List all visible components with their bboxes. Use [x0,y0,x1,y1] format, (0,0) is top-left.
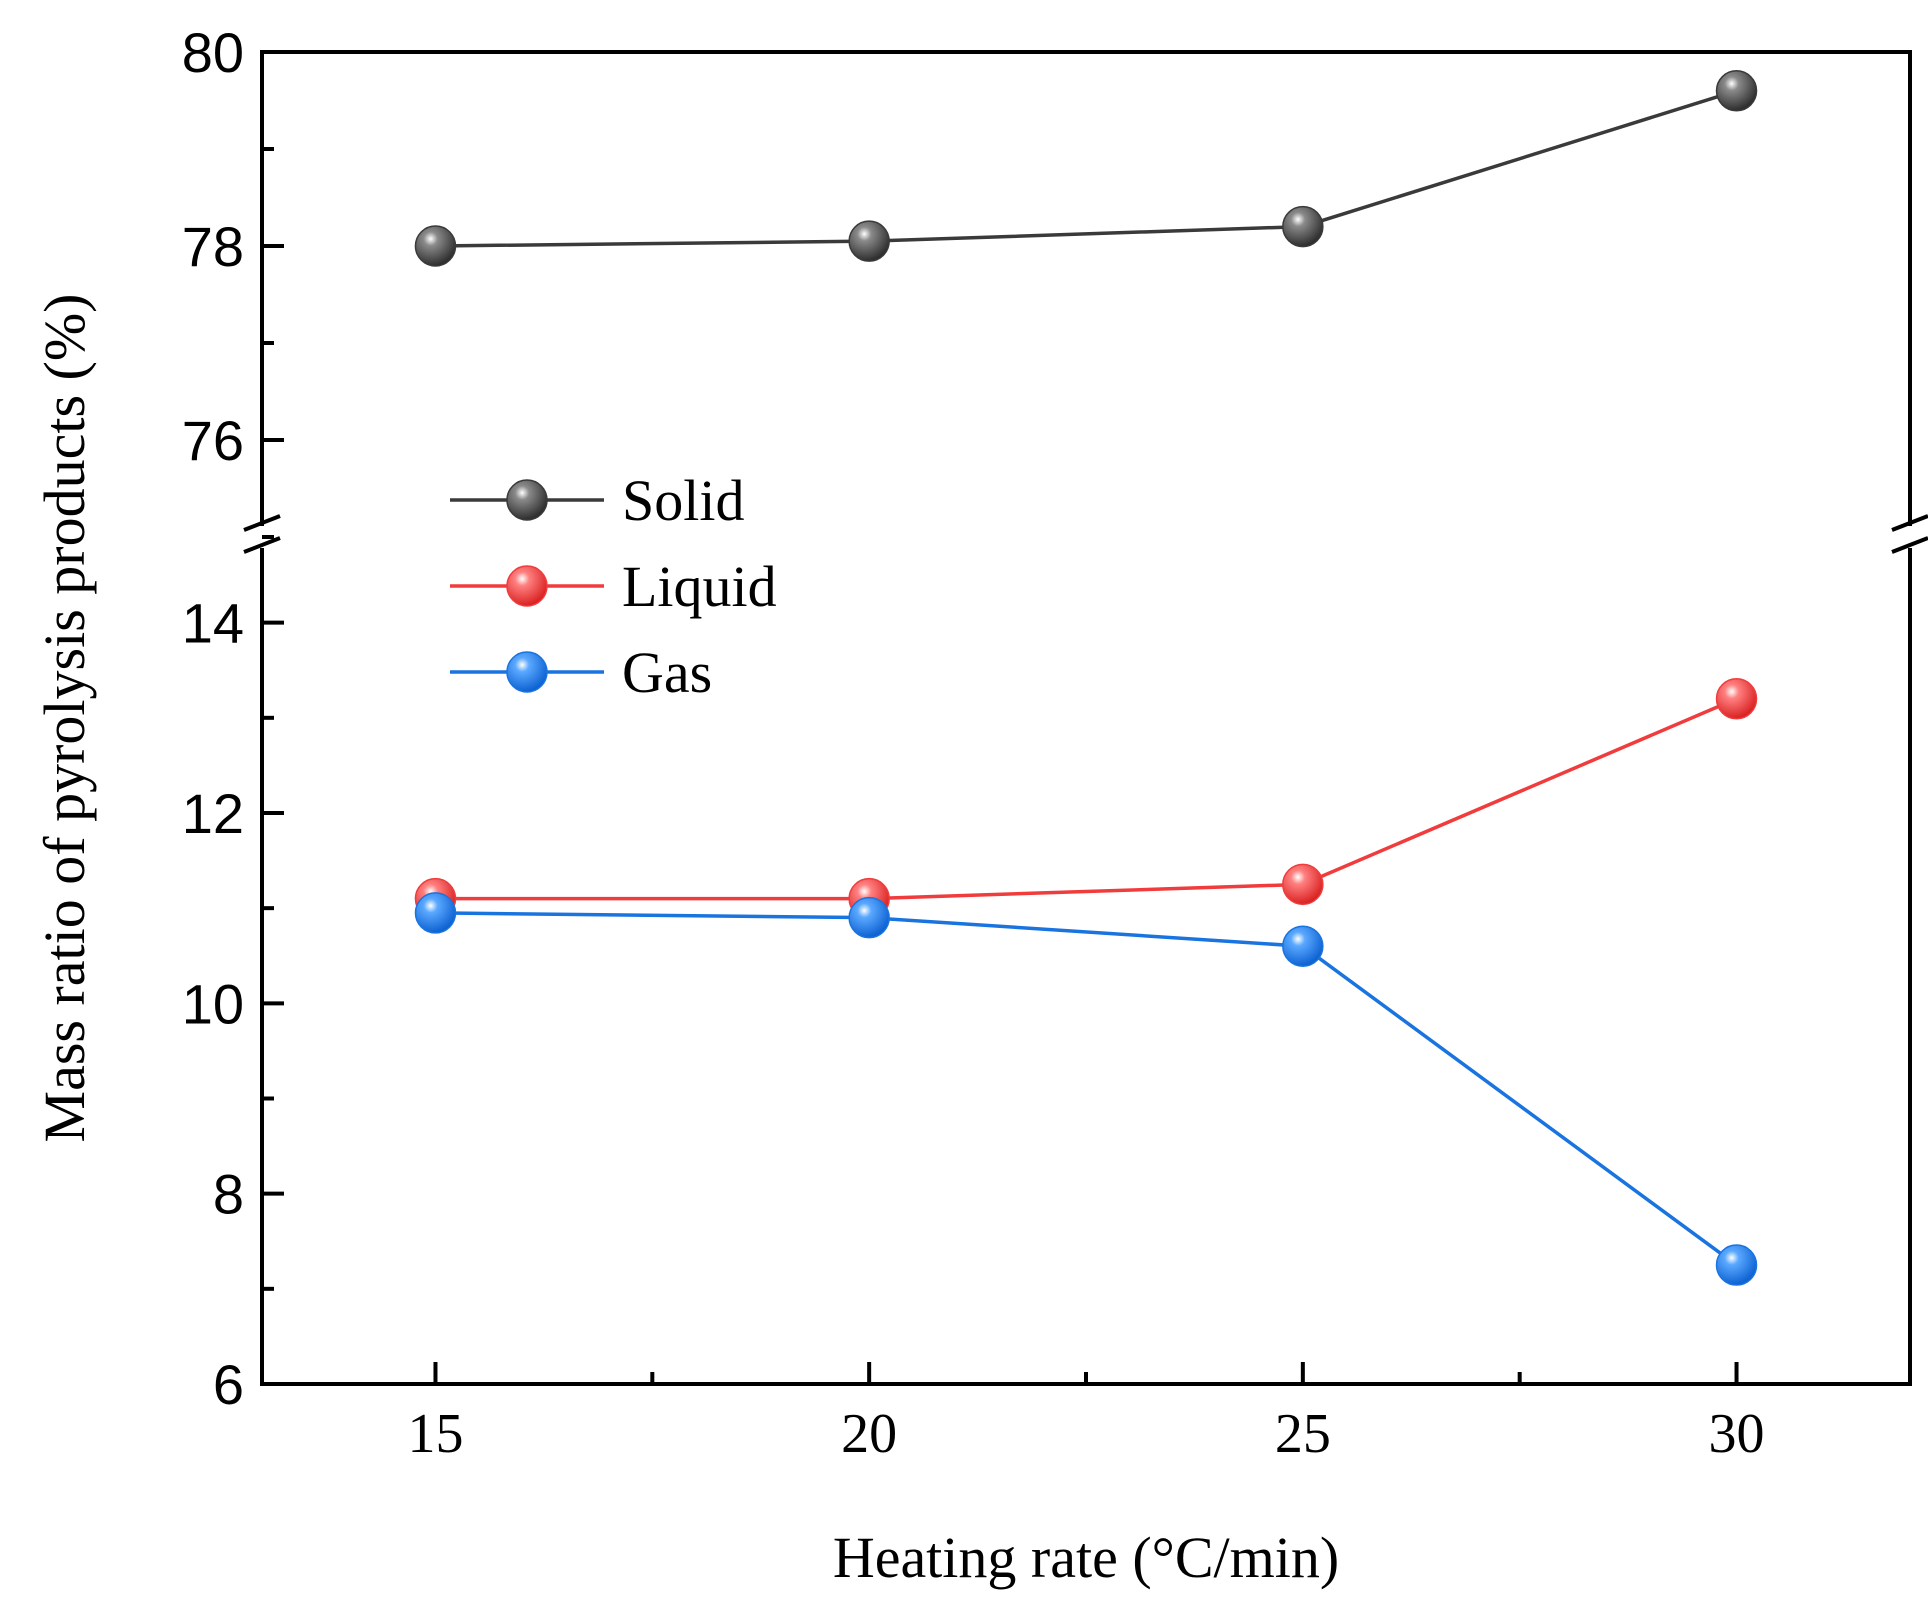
x-tick-label-20: 20 [841,1403,897,1465]
legend-label-solid: Solid [622,468,745,533]
data-point-solid-15 [414,225,457,267]
y-tick-label-lower-10: 10 [182,972,244,1035]
y-tick-label-upper-80: 80 [182,21,244,84]
break-mark-right-2 [1891,536,1928,554]
data-point-gas-20 [848,896,890,939]
y-axis-title: Mass ratio of pyrolysis products (%) [32,294,97,1143]
axis-break-left [243,514,281,554]
data-point-gas-30 [1715,1244,1758,1286]
series-line-liquid [435,697,1738,901]
legend-label-gas: Gas [622,640,712,705]
legend-marker-gas [506,651,548,693]
data-point-solid-20 [848,220,890,262]
data-point-gas-25 [1282,925,1324,967]
y-tick-label-upper-78: 78 [182,215,244,278]
series-layer [414,70,1758,1286]
series-line-gas [435,911,1738,1267]
y-tick-label-upper-76: 76 [182,409,244,472]
axis-break-right [1891,514,1928,554]
x-tick-label-30: 30 [1709,1403,1765,1465]
x-tick-label-25: 25 [1275,1403,1331,1465]
x-tick-label-15: 15 [407,1403,463,1465]
legend-marker-liquid [506,565,548,607]
y-tick-label-lower-14: 14 [182,592,244,655]
x-axis-ticks: 15 20 25 30 [407,1362,1765,1465]
y-axis-ticks: 76 78 80 6 8 10 12 14 [182,21,284,1416]
legend-marker-solid [506,479,548,521]
legend: Solid Liquid Gas [450,468,777,705]
plot-frame [260,50,1912,1386]
data-point-solid-25 [1282,205,1324,248]
break-mark-right-1 [1891,514,1928,532]
y-tick-label-lower-6: 6 [213,1353,244,1416]
series-line-solid [435,89,1738,248]
x-axis-title: Heating rate (°C/min) [833,1525,1339,1590]
legend-label-liquid: Liquid [622,554,777,619]
break-mark-left-1 [243,514,281,532]
data-point-gas-15 [414,892,457,934]
data-point-liquid-25 [1282,863,1324,906]
y-tick-label-lower-8: 8 [213,1163,244,1226]
data-point-solid-30 [1715,70,1758,112]
data-point-liquid-30 [1715,678,1758,720]
break-mark-left-2 [243,536,281,554]
y-tick-label-lower-12: 12 [182,782,244,845]
